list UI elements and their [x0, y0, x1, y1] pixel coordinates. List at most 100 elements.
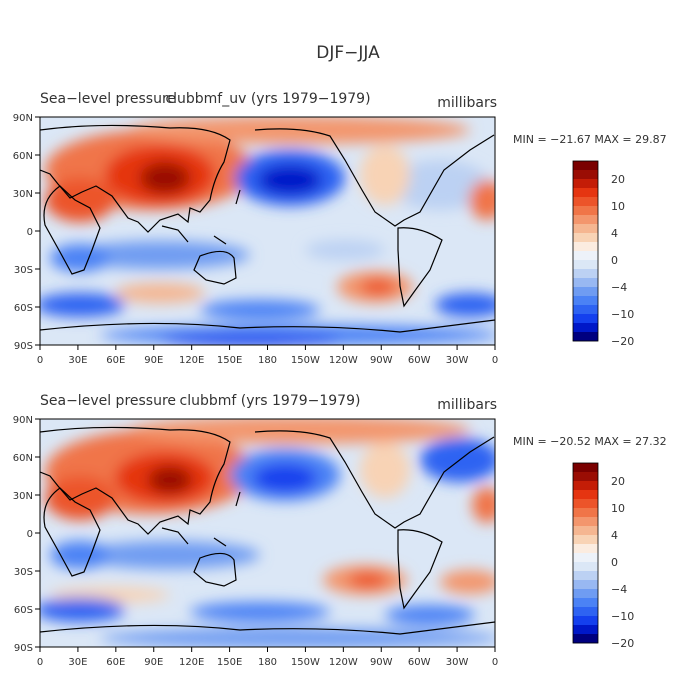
colorbar-label: 4: [611, 529, 618, 542]
lon-tick-label: 150E: [217, 657, 242, 668]
colorbar-swatch: [573, 233, 598, 243]
latitude-axis: 90N 60N 30N 0 30S 60S 90S: [13, 113, 40, 352]
lat-tick-label: 60S: [14, 303, 33, 314]
colorbar-swatch: [573, 260, 598, 270]
lon-tick-label: 0: [492, 355, 498, 366]
lon-tick-label: 150E: [217, 355, 242, 366]
lat-tick-label: 90N: [13, 113, 33, 124]
coastlines: [40, 124, 495, 333]
colorbar-swatch: [573, 472, 598, 482]
colorbar-swatch: [573, 553, 598, 563]
lon-tick-label: 90E: [144, 657, 163, 668]
colorbar-label: −10: [611, 308, 634, 321]
lon-tick-label: 0: [492, 657, 498, 668]
lon-tick-label: 0: [37, 355, 43, 366]
lat-tick-label: 30S: [14, 265, 33, 276]
lon-tick-label: 60W: [408, 657, 431, 668]
colorbar-swatch: [573, 314, 598, 324]
colorbar-swatch: [573, 580, 598, 590]
lon-tick-label: 0: [37, 657, 43, 668]
colorbar-frame: [572, 160, 599, 342]
lon-tick-label: 90W: [370, 355, 393, 366]
lat-tick-label: 30N: [13, 491, 33, 502]
colorbar-swatch: [573, 517, 598, 527]
lon-tick-label: 30W: [446, 355, 469, 366]
lat-tick-label: 90S: [14, 643, 33, 654]
colorbar-swatch: [573, 463, 598, 473]
colorbar-swatch: [573, 481, 598, 491]
colorbar-swatch: [573, 170, 598, 180]
colorbar-swatch: [573, 188, 598, 198]
lat-tick-label: 30S: [14, 567, 33, 578]
colorbar-label: 20: [611, 475, 625, 488]
min-max-stats: MIN = −21.67 MAX = 29.87: [513, 133, 667, 146]
colorbar-label: 0: [611, 556, 618, 569]
lon-tick-label: 120E: [179, 657, 204, 668]
lon-tick-label: 90E: [144, 355, 163, 366]
colorbar-swatch: [573, 332, 598, 342]
lon-tick-label: 60E: [106, 355, 125, 366]
lon-tick-label: 180: [258, 657, 277, 668]
colorbar-label: 4: [611, 227, 618, 240]
colorbar-top: 20 10 4 0 −4 −10 −20: [572, 160, 634, 348]
lon-tick-label: 90W: [370, 657, 393, 668]
lon-tick-label: 60W: [408, 355, 431, 366]
variable-label: Sea−level pressure: [40, 393, 176, 409]
colorbar-label: −20: [611, 637, 634, 650]
colorbar-swatch: [573, 625, 598, 635]
colorbar-label: 0: [611, 254, 618, 267]
latitude-axis: 90N 60N 30N 0 30S 60S 90S: [13, 415, 40, 654]
case-label: clubbmf_uv (yrs 1979−1979): [165, 91, 370, 107]
variable-label: Sea−level pressure: [40, 91, 176, 107]
colorbar-swatch: [573, 589, 598, 599]
colorbar-swatch: [573, 535, 598, 545]
colorbar-label: 10: [611, 502, 625, 515]
colorbar-swatch: [573, 490, 598, 500]
colorbar-swatch: [573, 526, 598, 536]
lat-tick-label: 90S: [14, 341, 33, 352]
figure-title: DJF−JJA: [316, 43, 380, 63]
colorbar-swatch: [573, 562, 598, 572]
map-panel-bottom: Sea−level pressure clubbmf (yrs 1979−197…: [13, 393, 667, 668]
colorbar-swatch: [573, 269, 598, 279]
colorbar-swatch: [573, 224, 598, 234]
lat-tick-label: 60N: [13, 453, 33, 464]
lon-tick-label: 150W: [291, 355, 320, 366]
colorbar-swatch: [573, 544, 598, 554]
colorbar-label: −4: [611, 281, 627, 294]
colorbar-swatch: [573, 161, 598, 171]
units-label: millibars: [437, 95, 497, 111]
lon-tick-label: 150W: [291, 657, 320, 668]
contour-field: [40, 419, 495, 647]
lon-tick-label: 30E: [68, 355, 87, 366]
lon-tick-label: 30W: [446, 657, 469, 668]
colorbar-label: −4: [611, 583, 627, 596]
colorbar-swatch: [573, 634, 598, 644]
lon-tick-label: 120W: [329, 355, 358, 366]
colorbar-swatch: [573, 607, 598, 617]
colorbar-label: −20: [611, 335, 634, 348]
colorbar-swatch: [573, 287, 598, 297]
lat-tick-label: 90N: [13, 415, 33, 426]
longitude-axis: 0 30E 60E 90E 120E 150E 180 150W 120W 90W 60W 30W 0: [37, 345, 498, 366]
colorbar-swatch: [573, 206, 598, 216]
lat-tick-label: 30N: [13, 189, 33, 200]
lon-tick-label: 120E: [179, 355, 204, 366]
lon-tick-label: 60E: [106, 657, 125, 668]
colorbar-swatch: [573, 571, 598, 581]
colorbar-swatch: [573, 197, 598, 207]
colorbar-label: 20: [611, 173, 625, 186]
colorbar-label: 10: [611, 200, 625, 213]
colorbar-bottom: 20 10 4 0 −4 −10 −20: [572, 462, 634, 650]
map-panel-top: Sea−level pressure clubbmf_uv (yrs 1979−…: [13, 91, 667, 366]
colorbar-frame: [572, 462, 599, 644]
lat-tick-label: 0: [27, 227, 33, 238]
lat-tick-label: 60S: [14, 605, 33, 616]
lon-tick-label: 30E: [68, 657, 87, 668]
units-label: millibars: [437, 397, 497, 413]
colorbar-swatch: [573, 305, 598, 315]
colorbar-swatch: [573, 215, 598, 225]
longitude-axis: 0 30E 60E 90E 120E 150E 180 150W 120W 90W 60W 30W 0: [37, 647, 498, 668]
min-max-stats: MIN = −20.52 MAX = 27.32: [513, 435, 667, 448]
